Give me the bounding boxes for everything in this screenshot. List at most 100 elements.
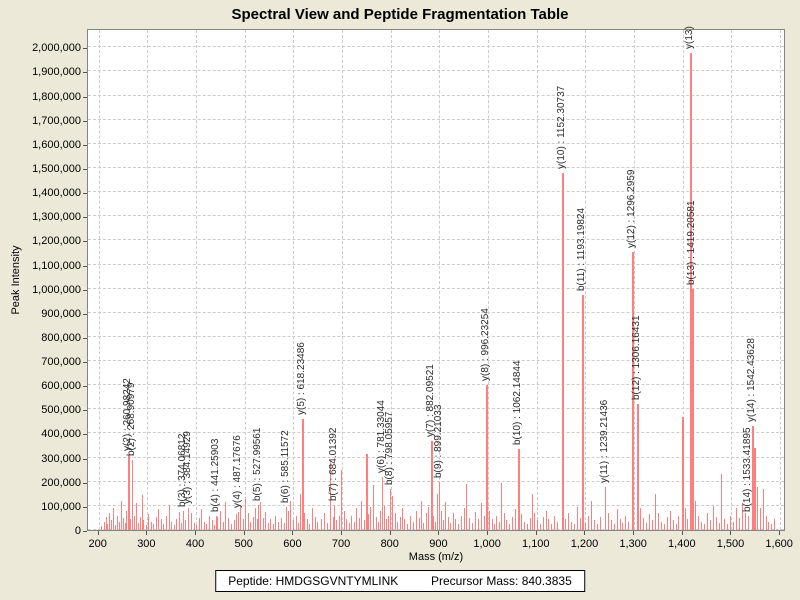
- noise-peak: [307, 519, 308, 530]
- fragment-peak[interactable]: [692, 289, 694, 530]
- noise-peak: [543, 517, 544, 530]
- noise-peak: [212, 520, 213, 530]
- fragment-peak[interactable]: [486, 385, 488, 530]
- y-tick-mark: [83, 96, 87, 98]
- noise-peak: [625, 516, 626, 530]
- fragment-peak-label: y(3) : 384.14929: [182, 431, 193, 504]
- fragment-peak[interactable]: [690, 53, 692, 530]
- noise-peak: [395, 513, 396, 530]
- fragment-peak-label: b(12) : 1306.16431: [631, 315, 642, 400]
- noise-peak: [597, 524, 598, 530]
- noise-peak: [481, 503, 482, 530]
- noise-peak: [652, 520, 653, 530]
- noise-peak: [658, 513, 659, 530]
- noise-peak: [499, 522, 500, 530]
- noise-peak: [646, 523, 647, 530]
- x-gridline: [147, 30, 149, 530]
- x-tick-mark: [487, 531, 489, 535]
- noise-peak: [204, 522, 205, 530]
- y-gridline: [88, 311, 784, 313]
- noise-peak: [359, 518, 360, 530]
- noise-peak: [366, 454, 368, 530]
- fragment-peak-label: b(8) : 798.05957: [384, 411, 395, 485]
- fragment-peak[interactable]: [132, 460, 133, 530]
- noise-peak: [548, 519, 549, 530]
- x-tick-mark: [97, 531, 99, 535]
- noise-peak: [661, 522, 662, 530]
- fragment-peak[interactable]: [286, 507, 287, 530]
- noise-peak: [664, 524, 665, 530]
- noise-peak: [275, 516, 276, 530]
- fragment-peak[interactable]: [439, 482, 440, 530]
- noise-peak: [388, 516, 389, 530]
- noise-peak: [134, 516, 135, 530]
- x-tick-label: 200: [88, 538, 107, 550]
- x-tick-mark: [292, 531, 294, 535]
- noise-peak: [682, 417, 684, 530]
- fragment-peak[interactable]: [238, 512, 239, 530]
- noise-peak: [620, 519, 621, 530]
- fragment-peak[interactable]: [258, 505, 259, 530]
- x-tick-label: 1,300: [619, 538, 647, 550]
- fragment-peak[interactable]: [216, 516, 217, 530]
- y-tick-mark: [83, 144, 87, 146]
- plot-area[interactable]: y(2) : 260.98242 b(2) : 268.90979 b(3) : 3…: [87, 26, 785, 531]
- fragment-peak[interactable]: [128, 455, 130, 530]
- fragment-peak[interactable]: [334, 505, 335, 530]
- fragment-peak[interactable]: [582, 295, 584, 530]
- y-gridline: [88, 118, 784, 120]
- fragment-peak[interactable]: [183, 511, 184, 530]
- noise-peak: [763, 489, 764, 530]
- noise-peak: [521, 514, 522, 530]
- noise-peak: [273, 524, 274, 530]
- y-gridline: [88, 480, 784, 482]
- noise-peak: [304, 513, 305, 530]
- noise-peak: [161, 519, 162, 530]
- fragment-peak[interactable]: [632, 252, 634, 530]
- fragment-peak[interactable]: [605, 487, 606, 530]
- y-gridline: [88, 46, 784, 48]
- x-tick-label: 1,200: [570, 538, 599, 550]
- y-tick-label: 1,800,000: [32, 90, 81, 103]
- noise-peak: [380, 511, 381, 530]
- noise-peak: [336, 520, 337, 530]
- noise-peak: [109, 513, 110, 530]
- fragment-peak[interactable]: [390, 489, 391, 530]
- fragment-peak[interactable]: [748, 516, 749, 530]
- y-tick-mark: [83, 410, 87, 412]
- noise-peak: [293, 520, 294, 530]
- noise-peak: [364, 520, 365, 530]
- noise-peak: [455, 519, 456, 530]
- noise-peak: [757, 487, 758, 530]
- noise-peak: [472, 523, 473, 530]
- noise-peak: [695, 501, 696, 530]
- noise-peak: [231, 524, 232, 530]
- noise-peak: [509, 524, 510, 530]
- fragment-peak[interactable]: [382, 477, 383, 530]
- x-tick-label: 600: [283, 538, 302, 550]
- noise-peak: [250, 522, 251, 530]
- x-gridline: [390, 30, 392, 530]
- fragment-peak[interactable]: [562, 173, 564, 530]
- fragment-peak[interactable]: [637, 404, 639, 530]
- y-tick-label: 1,400,000: [32, 187, 81, 200]
- noise-peak: [130, 519, 131, 530]
- fragment-peak[interactable]: [518, 449, 520, 530]
- noise-peak: [554, 516, 555, 530]
- noise-peak: [557, 522, 558, 530]
- x-tick-label: 400: [185, 538, 205, 550]
- fragment-peak[interactable]: [302, 419, 304, 530]
- x-axis-title: Mass (m/z): [408, 551, 464, 563]
- noise-peak: [771, 524, 772, 530]
- y-tick-label: 2,000,000: [32, 42, 81, 55]
- peptide-info-bar: Peptide: HMDGSGVNTYMLINK Precursor Mass:…: [215, 570, 585, 592]
- x-tick-mark: [730, 531, 732, 535]
- noise-peak: [512, 517, 513, 530]
- fragment-peak-label: b(6) : 585.11572: [280, 430, 291, 503]
- noise-peak: [270, 519, 271, 530]
- noise-peak: [469, 518, 470, 530]
- fragment-peak[interactable]: [752, 426, 754, 530]
- x-tick-mark: [779, 531, 781, 535]
- fragment-peak[interactable]: [431, 441, 433, 530]
- fragment-peak[interactable]: [188, 508, 189, 530]
